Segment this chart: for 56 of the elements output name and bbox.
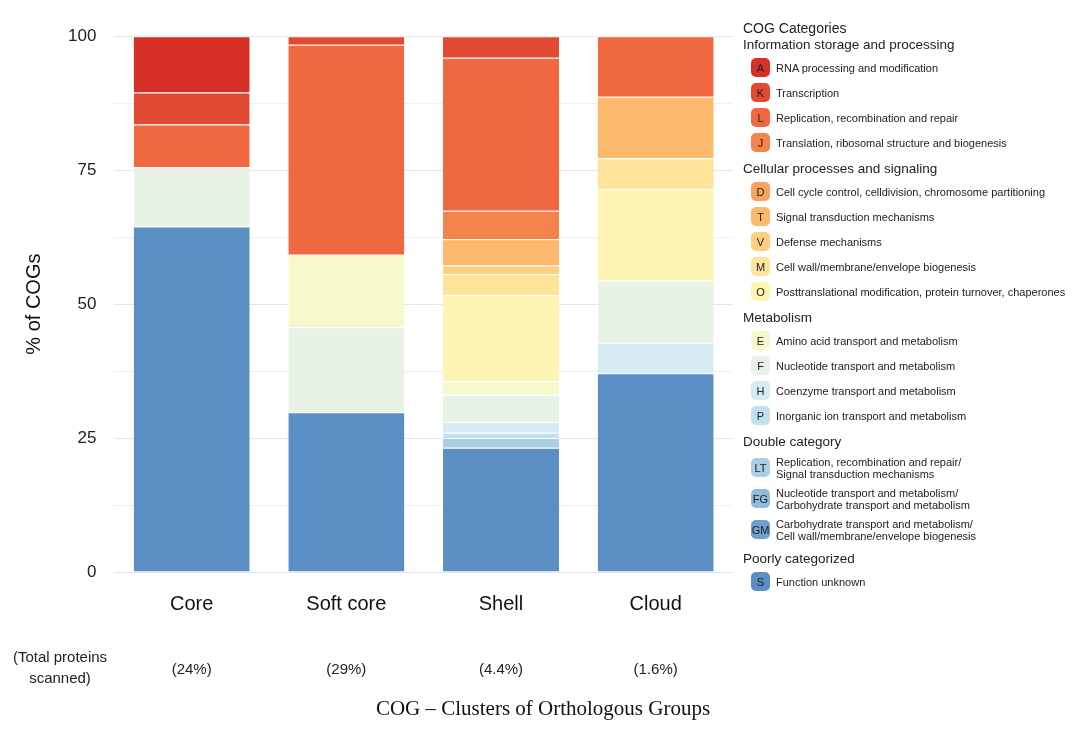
x-tick-label: Shell xyxy=(478,591,524,614)
text: (29%) xyxy=(326,660,367,678)
text: (24%) xyxy=(171,660,212,678)
x-tick-label: Soft core xyxy=(306,591,387,614)
text: (Total proteins scanned) xyxy=(12,648,108,687)
text: M xyxy=(751,257,770,276)
legend-label: Amino acid transport and metabolism xyxy=(776,334,958,347)
legend-label: Nucleotide transport and metabolism/ Carbohydrate transport and metabolism xyxy=(776,486,970,511)
text: F xyxy=(751,356,770,375)
legend-label: Replication, recombination and repair/ Signal transduction mechanisms xyxy=(776,455,962,480)
text: D xyxy=(751,182,770,201)
text: S xyxy=(751,572,770,591)
text: K xyxy=(751,83,770,102)
text: Double category xyxy=(743,434,843,449)
text: Poorly categorized xyxy=(743,551,856,566)
legend-label: Function unknown xyxy=(776,575,866,588)
y-axis-title: % of COGs xyxy=(21,253,44,355)
text: LT xyxy=(751,458,770,477)
legend-label: Coenzyme transport and metabolism xyxy=(776,384,956,397)
legend-label: Signal transduction mechanisms xyxy=(776,210,935,223)
legend-label: Inorganic ion transport and metabolism xyxy=(776,409,967,422)
y-tick-label: 50 xyxy=(77,293,97,313)
y-tick-label: 100 xyxy=(67,25,97,45)
y-tick-label: 0 xyxy=(86,561,97,581)
legend-label: Cell cycle control, celldivision, chromosome partitioning xyxy=(776,185,1046,198)
x-tick-label: Cloud xyxy=(629,591,682,614)
text: L xyxy=(751,108,770,127)
text: COG – Clusters of Orthologous Groups xyxy=(374,696,712,721)
legend-label: Cell wall/membrane/envelope biogenesis xyxy=(776,260,976,273)
legend-label: Translation, ribosomal structure and biogenesis xyxy=(776,136,1007,149)
text: H xyxy=(751,381,770,400)
y-tick-label: 75 xyxy=(77,159,97,179)
text: T xyxy=(751,207,770,226)
text: A xyxy=(751,58,770,77)
text: (4.4%) xyxy=(478,660,524,678)
text: V xyxy=(751,232,770,251)
legend-label: Replication, recombination and repair xyxy=(776,111,959,124)
text: Metabolism xyxy=(743,310,814,325)
legend-label: Defense mechanisms xyxy=(776,235,882,248)
text: Cellular processes and signaling xyxy=(743,161,939,176)
y-tick-label: 25 xyxy=(77,427,97,447)
legend-label: Nucleotide transport and metabolism xyxy=(776,359,956,372)
legend-title: COG Categories xyxy=(743,20,848,36)
legend-label: Transcription xyxy=(776,86,840,99)
text: Information storage and processing xyxy=(743,37,956,52)
text: (1.6%) xyxy=(633,660,678,678)
text: O xyxy=(751,282,770,301)
text: J xyxy=(751,133,770,152)
text: GM xyxy=(751,520,770,539)
text: P xyxy=(751,406,770,425)
legend-label: Carbohydrate transport and metabolism/ Cell wall/membrane/envelope biogenesis xyxy=(776,517,976,542)
text: E xyxy=(751,331,770,350)
text: FG xyxy=(751,489,770,508)
legend-label: RNA processing and modification xyxy=(776,61,939,74)
legend-label: Posttranslational modification, protein turnover, chaperones xyxy=(776,285,1066,298)
x-tick-label: Core xyxy=(170,591,214,614)
